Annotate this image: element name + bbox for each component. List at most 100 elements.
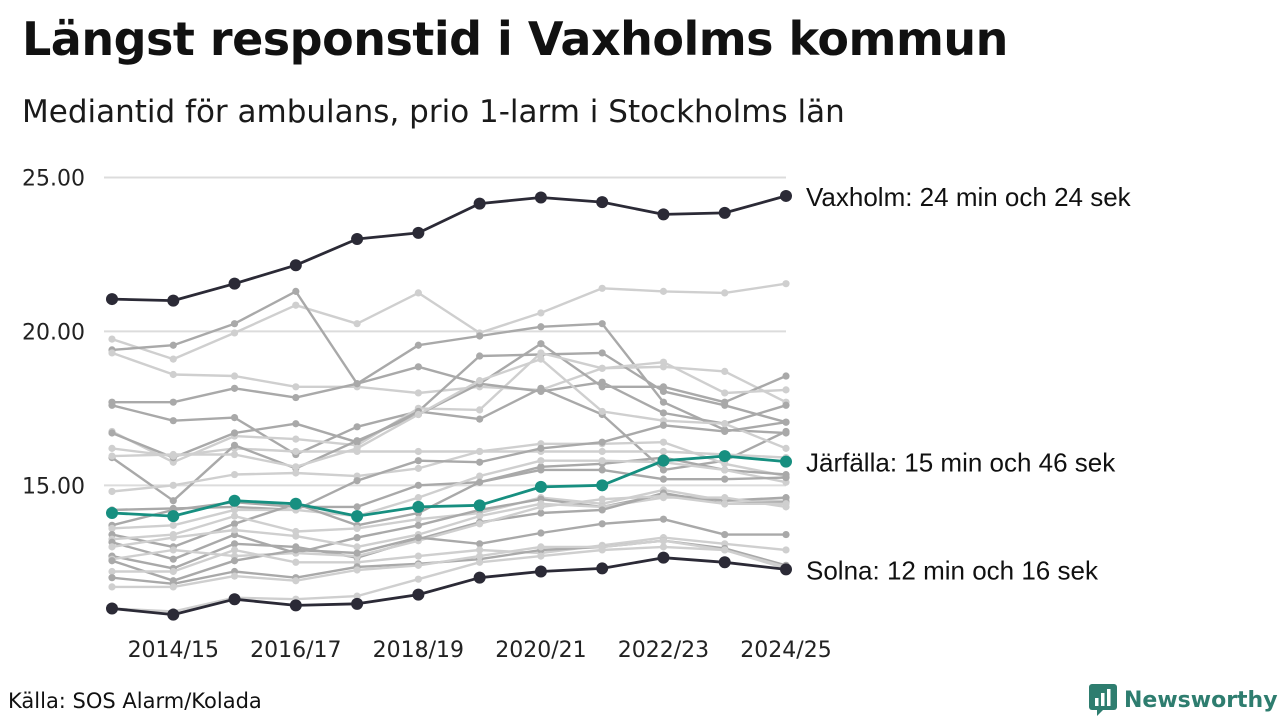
background-series-5-point xyxy=(659,387,668,396)
background-series-19-point xyxy=(230,540,239,548)
y-tick-label: 20.00 xyxy=(22,320,85,345)
background-series-4-point xyxy=(353,380,361,388)
background-series-15-point xyxy=(598,466,606,474)
background-series-6-point xyxy=(721,389,729,397)
background-series-2-point xyxy=(598,320,606,328)
background-series-21-point xyxy=(537,529,545,537)
series-jrflla-point xyxy=(351,510,364,523)
background-series-4-point xyxy=(169,398,177,406)
background-series-24-line xyxy=(110,539,788,589)
background-series-21-point xyxy=(108,557,116,565)
series-solna-point xyxy=(534,565,547,578)
series-vaxholm-point xyxy=(351,233,364,246)
background-series-3-point xyxy=(292,383,300,391)
background-series-15-point xyxy=(476,478,484,486)
background-series-11-point xyxy=(721,460,729,468)
background-series-12-line xyxy=(110,421,788,512)
background-series-14-point xyxy=(414,494,422,502)
series-vaxholm-line xyxy=(110,194,788,303)
background-series-3-point xyxy=(230,372,239,380)
background-series-17-point xyxy=(169,555,177,563)
background-series-1-line xyxy=(110,282,788,361)
background-series-20-point xyxy=(537,503,545,511)
series-jrflla-point xyxy=(289,497,302,510)
series-vaxholm-point xyxy=(780,189,792,202)
brand-logo: Newsworthy xyxy=(1088,683,1278,717)
background-series-11-point xyxy=(414,464,422,472)
background-series-21-point xyxy=(353,549,361,557)
background-series-12-point xyxy=(414,457,422,465)
background-series-25-line xyxy=(110,545,788,613)
background-series-18-point xyxy=(721,494,729,502)
background-series-8-point xyxy=(598,447,606,456)
background-series-21-point xyxy=(476,540,484,548)
background-series-8-point xyxy=(659,447,668,456)
background-series-25-point xyxy=(537,552,545,560)
background-series-9-point xyxy=(230,441,239,449)
newsworthy-chart-icon xyxy=(1089,684,1117,716)
background-series-17-point xyxy=(414,521,422,529)
grid-lines xyxy=(104,176,786,487)
background-series-22-point xyxy=(169,567,177,576)
background-series-10-point xyxy=(782,444,790,452)
background-series-4-line xyxy=(110,342,788,404)
background-series-1-point xyxy=(537,309,545,317)
background-series-7-point xyxy=(476,415,484,423)
background-series-14-point xyxy=(169,521,177,529)
background-series-14-line xyxy=(110,459,788,530)
series-solna-point xyxy=(780,563,792,576)
background-series-24-point xyxy=(659,537,668,545)
background-series-1-point xyxy=(782,280,790,288)
background-series-25-point xyxy=(476,558,484,566)
series-vaxholm-point xyxy=(657,208,670,221)
background-series-4-point xyxy=(782,372,790,380)
background-series-5-point xyxy=(230,413,239,422)
background-series-22-point xyxy=(476,546,484,554)
chart-title: Längst responstid i Vaxholms kommun xyxy=(22,12,1008,66)
series-vaxholm-point xyxy=(106,293,118,306)
background-series-2-line xyxy=(110,290,788,435)
series-jrflla-point xyxy=(167,510,180,523)
background-series-11-point xyxy=(230,470,239,479)
background-series-19-point xyxy=(537,509,545,517)
background-series-3-line xyxy=(110,351,788,404)
background-series-20-point xyxy=(598,495,606,503)
background-series-22-point xyxy=(108,567,116,576)
background-series-10-point xyxy=(721,420,729,428)
series-vaxholm-point xyxy=(596,196,609,209)
background-series-22-point xyxy=(230,546,239,554)
series-solna-point xyxy=(289,599,302,612)
background-series-16-point xyxy=(414,515,422,523)
background-series-21-point xyxy=(230,557,239,565)
background-series-10-point xyxy=(353,444,361,452)
series-solna xyxy=(106,551,792,621)
background-series-10-point xyxy=(169,450,177,459)
background-series-7-point xyxy=(659,466,668,474)
background-series-10-line xyxy=(110,357,788,468)
background-series-2-point xyxy=(292,287,300,295)
series-vaxholm-point xyxy=(289,259,302,272)
background-series-9-point xyxy=(782,401,790,409)
background-series-14-point xyxy=(537,457,545,465)
background-series-2-point xyxy=(659,398,668,406)
background-series-20-point xyxy=(721,500,729,508)
background-series-25-point xyxy=(414,575,422,583)
background-series-12-point xyxy=(659,421,668,429)
background-series-11-point xyxy=(169,481,177,489)
background-series-24-point xyxy=(537,543,545,551)
highlighted-series xyxy=(106,189,792,621)
background-series-2 xyxy=(108,287,790,437)
background-series-1 xyxy=(108,280,790,363)
background-series-20-point xyxy=(782,500,790,508)
background-series-6 xyxy=(108,349,790,466)
background-series-25-point xyxy=(721,546,729,554)
background-series-24-point xyxy=(169,583,177,591)
series-vaxholm-point xyxy=(228,277,241,290)
background-series-6-point xyxy=(292,435,300,443)
background-series-22-point xyxy=(414,552,422,560)
source-note: Källa: SOS Alarm/Kolada xyxy=(8,689,262,713)
series-jrflla-point xyxy=(412,500,425,513)
background-series-24-point xyxy=(353,566,361,574)
background-series-15-point xyxy=(230,520,239,528)
background-series-21 xyxy=(108,515,790,585)
